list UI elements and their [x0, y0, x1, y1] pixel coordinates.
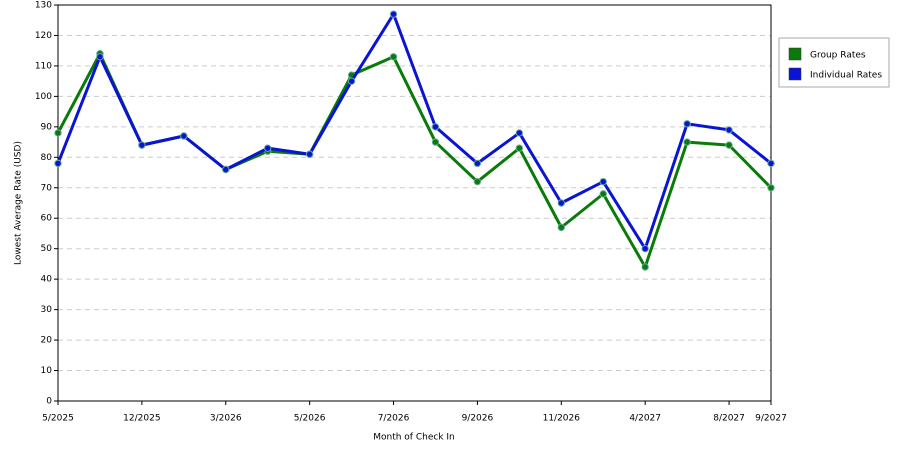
- point: [515, 129, 524, 137]
- plot-frame: [57, 4, 772, 402]
- y-tick-label: 0: [46, 397, 52, 407]
- x-tick-label: 9/2027: [755, 414, 787, 424]
- x-tick-label: 8/2027: [713, 414, 745, 424]
- point: [305, 150, 314, 158]
- x-tick-label: 3/2026: [210, 414, 242, 424]
- x-tick-label: 11/2026: [543, 414, 581, 424]
- legend-swatch: [788, 47, 802, 61]
- point: [264, 144, 272, 152]
- legend-swatch: [788, 67, 802, 81]
- y-tick-label: 50: [41, 244, 53, 254]
- point: [557, 223, 565, 232]
- point: [431, 138, 440, 146]
- point: [641, 263, 649, 271]
- point: [599, 177, 607, 186]
- point: [54, 129, 62, 137]
- point: [96, 53, 104, 61]
- y-tick-label: 60: [41, 214, 53, 224]
- x-tick-label: 5/2026: [294, 414, 326, 424]
- point: [389, 53, 398, 61]
- series-line: [56, 52, 773, 269]
- x-tick-label: 9/2026: [462, 414, 494, 424]
- point: [54, 159, 62, 168]
- point: [389, 10, 398, 18]
- y-tick-label: 120: [35, 31, 52, 41]
- point: [347, 77, 356, 85]
- series-line: [56, 12, 772, 251]
- point: [725, 126, 733, 134]
- y-tick-label: 10: [41, 366, 53, 376]
- y-tick-label: 100: [35, 92, 52, 102]
- y-axis-label: Lowest Average Rate (USD): [14, 141, 24, 265]
- x-tick-label: 12/2025: [123, 414, 160, 424]
- point: [138, 141, 146, 149]
- y-tick-label: 90: [41, 122, 53, 132]
- y-tick-label: 70: [41, 183, 53, 193]
- point: [473, 177, 482, 186]
- y-tick-label: 20: [41, 336, 53, 346]
- point: [222, 165, 230, 174]
- point: [557, 199, 565, 207]
- legend-label: Group Rates: [810, 51, 866, 61]
- point: [683, 120, 691, 128]
- x-axis-label: Month of Check In: [373, 433, 455, 443]
- y-tick-label: 80: [41, 153, 53, 163]
- point: [473, 159, 482, 168]
- y-tick-label: 130: [35, 1, 52, 11]
- point: [725, 141, 733, 149]
- y-tick-label: 30: [41, 305, 53, 315]
- x-tick-label: 5/2025: [42, 414, 74, 424]
- legend-label: Individual Rates: [810, 71, 882, 81]
- point: [599, 190, 607, 198]
- x-tick-label: 7/2026: [378, 414, 410, 424]
- x-tick-label: 4/2027: [629, 414, 661, 424]
- point: [767, 159, 775, 168]
- point: [767, 184, 775, 192]
- point: [180, 132, 188, 140]
- point: [431, 123, 440, 131]
- point: [515, 144, 524, 152]
- point: [683, 138, 691, 146]
- y-tick-label: 40: [41, 275, 53, 285]
- point: [641, 244, 649, 253]
- y-tick-label: 110: [35, 61, 52, 71]
